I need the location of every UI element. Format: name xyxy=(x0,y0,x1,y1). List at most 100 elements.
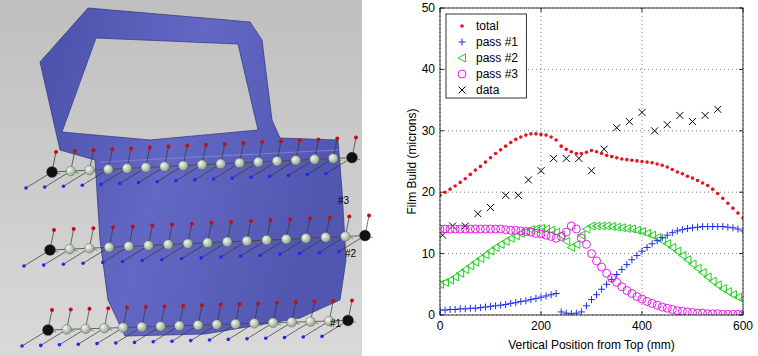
marker-plus xyxy=(623,261,630,268)
gun-base xyxy=(208,338,212,342)
gun-position xyxy=(291,156,301,166)
marker-x xyxy=(651,127,658,134)
gun-base xyxy=(199,256,203,260)
marker-plus xyxy=(644,244,651,251)
marker-plus xyxy=(618,266,625,273)
gun-position xyxy=(253,157,263,167)
gun-tip xyxy=(256,301,260,305)
y-tick xyxy=(440,69,444,70)
marker-x xyxy=(714,106,721,113)
marker-circle xyxy=(608,274,616,282)
marker-plus xyxy=(462,305,469,312)
marker-point xyxy=(736,211,740,215)
gun-base xyxy=(137,181,141,185)
marker-plus xyxy=(492,302,499,309)
marker-plus xyxy=(477,304,484,311)
marker-point xyxy=(458,181,462,185)
y-tick xyxy=(739,130,743,131)
marker-plus xyxy=(452,306,459,313)
marker-triangle xyxy=(562,237,570,245)
gun-tip xyxy=(204,143,208,147)
gun-base xyxy=(170,339,174,343)
gun-tip xyxy=(131,224,135,228)
marker-triangle xyxy=(588,222,596,230)
gun-tip xyxy=(125,306,129,310)
gun-position xyxy=(178,161,188,171)
marker-point xyxy=(706,184,710,188)
marker-circle xyxy=(458,70,466,78)
pass-end xyxy=(360,230,371,241)
x-tick xyxy=(440,311,441,315)
gun-position xyxy=(197,160,207,170)
y-tick xyxy=(739,8,743,9)
gun-tip xyxy=(298,138,302,142)
y-tick-label: 40 xyxy=(422,62,436,76)
marker-circle xyxy=(547,232,555,240)
marker-circle xyxy=(653,301,661,309)
marker-point xyxy=(554,138,558,142)
gun-position xyxy=(62,325,72,335)
marker-plus xyxy=(442,307,449,314)
marker-plus xyxy=(740,227,744,234)
gun-position xyxy=(66,166,76,176)
gun-position xyxy=(124,242,134,252)
marker-point xyxy=(660,163,664,167)
marker-plus xyxy=(558,308,565,315)
gun-position xyxy=(262,235,272,245)
gun-position xyxy=(104,243,114,253)
gun-position xyxy=(163,240,173,250)
marker-plus xyxy=(724,224,731,231)
gun-tip xyxy=(52,228,56,232)
gun-base xyxy=(305,173,309,177)
gun-tip xyxy=(129,146,133,150)
marker-plus xyxy=(679,226,686,233)
marker-x xyxy=(575,155,582,162)
gun-tip xyxy=(106,306,110,310)
marker-point xyxy=(460,24,464,28)
gun-base xyxy=(101,261,105,265)
gun-position xyxy=(272,156,282,166)
gun-base xyxy=(193,178,197,182)
marker-circle xyxy=(557,232,565,240)
marker-plus xyxy=(497,302,504,309)
pass-label: #1 xyxy=(330,318,342,329)
marker-plus xyxy=(459,39,466,46)
pass-end xyxy=(343,315,354,326)
marker-circle xyxy=(633,293,641,301)
gun-base xyxy=(230,176,234,180)
gun-position xyxy=(118,323,128,333)
gun-tip xyxy=(354,136,358,140)
x-tick xyxy=(440,8,441,12)
gun-tip xyxy=(249,219,253,223)
spray-pass-row xyxy=(20,298,356,347)
gun-tip xyxy=(210,221,214,225)
gun-base xyxy=(212,177,216,181)
marker-point xyxy=(564,147,568,151)
gun-base xyxy=(95,342,99,346)
marker-x xyxy=(613,124,620,131)
gun-position xyxy=(321,233,331,243)
y-tick-label: 50 xyxy=(422,1,436,15)
marker-circle xyxy=(613,278,621,286)
marker-circle xyxy=(638,295,646,303)
marker-point xyxy=(585,150,589,154)
gun-position xyxy=(103,165,113,175)
gun-base xyxy=(318,251,322,255)
marker-point xyxy=(696,179,700,183)
marker-plus xyxy=(512,299,519,306)
gun-position xyxy=(242,236,252,246)
gun-position xyxy=(183,239,193,249)
pass-end xyxy=(47,167,58,178)
gun-tip xyxy=(72,227,76,231)
gun-position xyxy=(235,158,245,168)
spray-pass-row xyxy=(22,214,373,268)
marker-triangle xyxy=(739,296,743,304)
marker-x xyxy=(664,121,671,128)
spray-pass-row xyxy=(24,136,360,190)
marker-plus xyxy=(553,290,560,297)
marker-triangle xyxy=(593,222,601,230)
marker-point xyxy=(686,174,690,178)
marker-plus xyxy=(578,308,585,315)
marker-point xyxy=(559,144,563,148)
legend: totalpass #1pass #2pass #3data xyxy=(446,14,526,98)
